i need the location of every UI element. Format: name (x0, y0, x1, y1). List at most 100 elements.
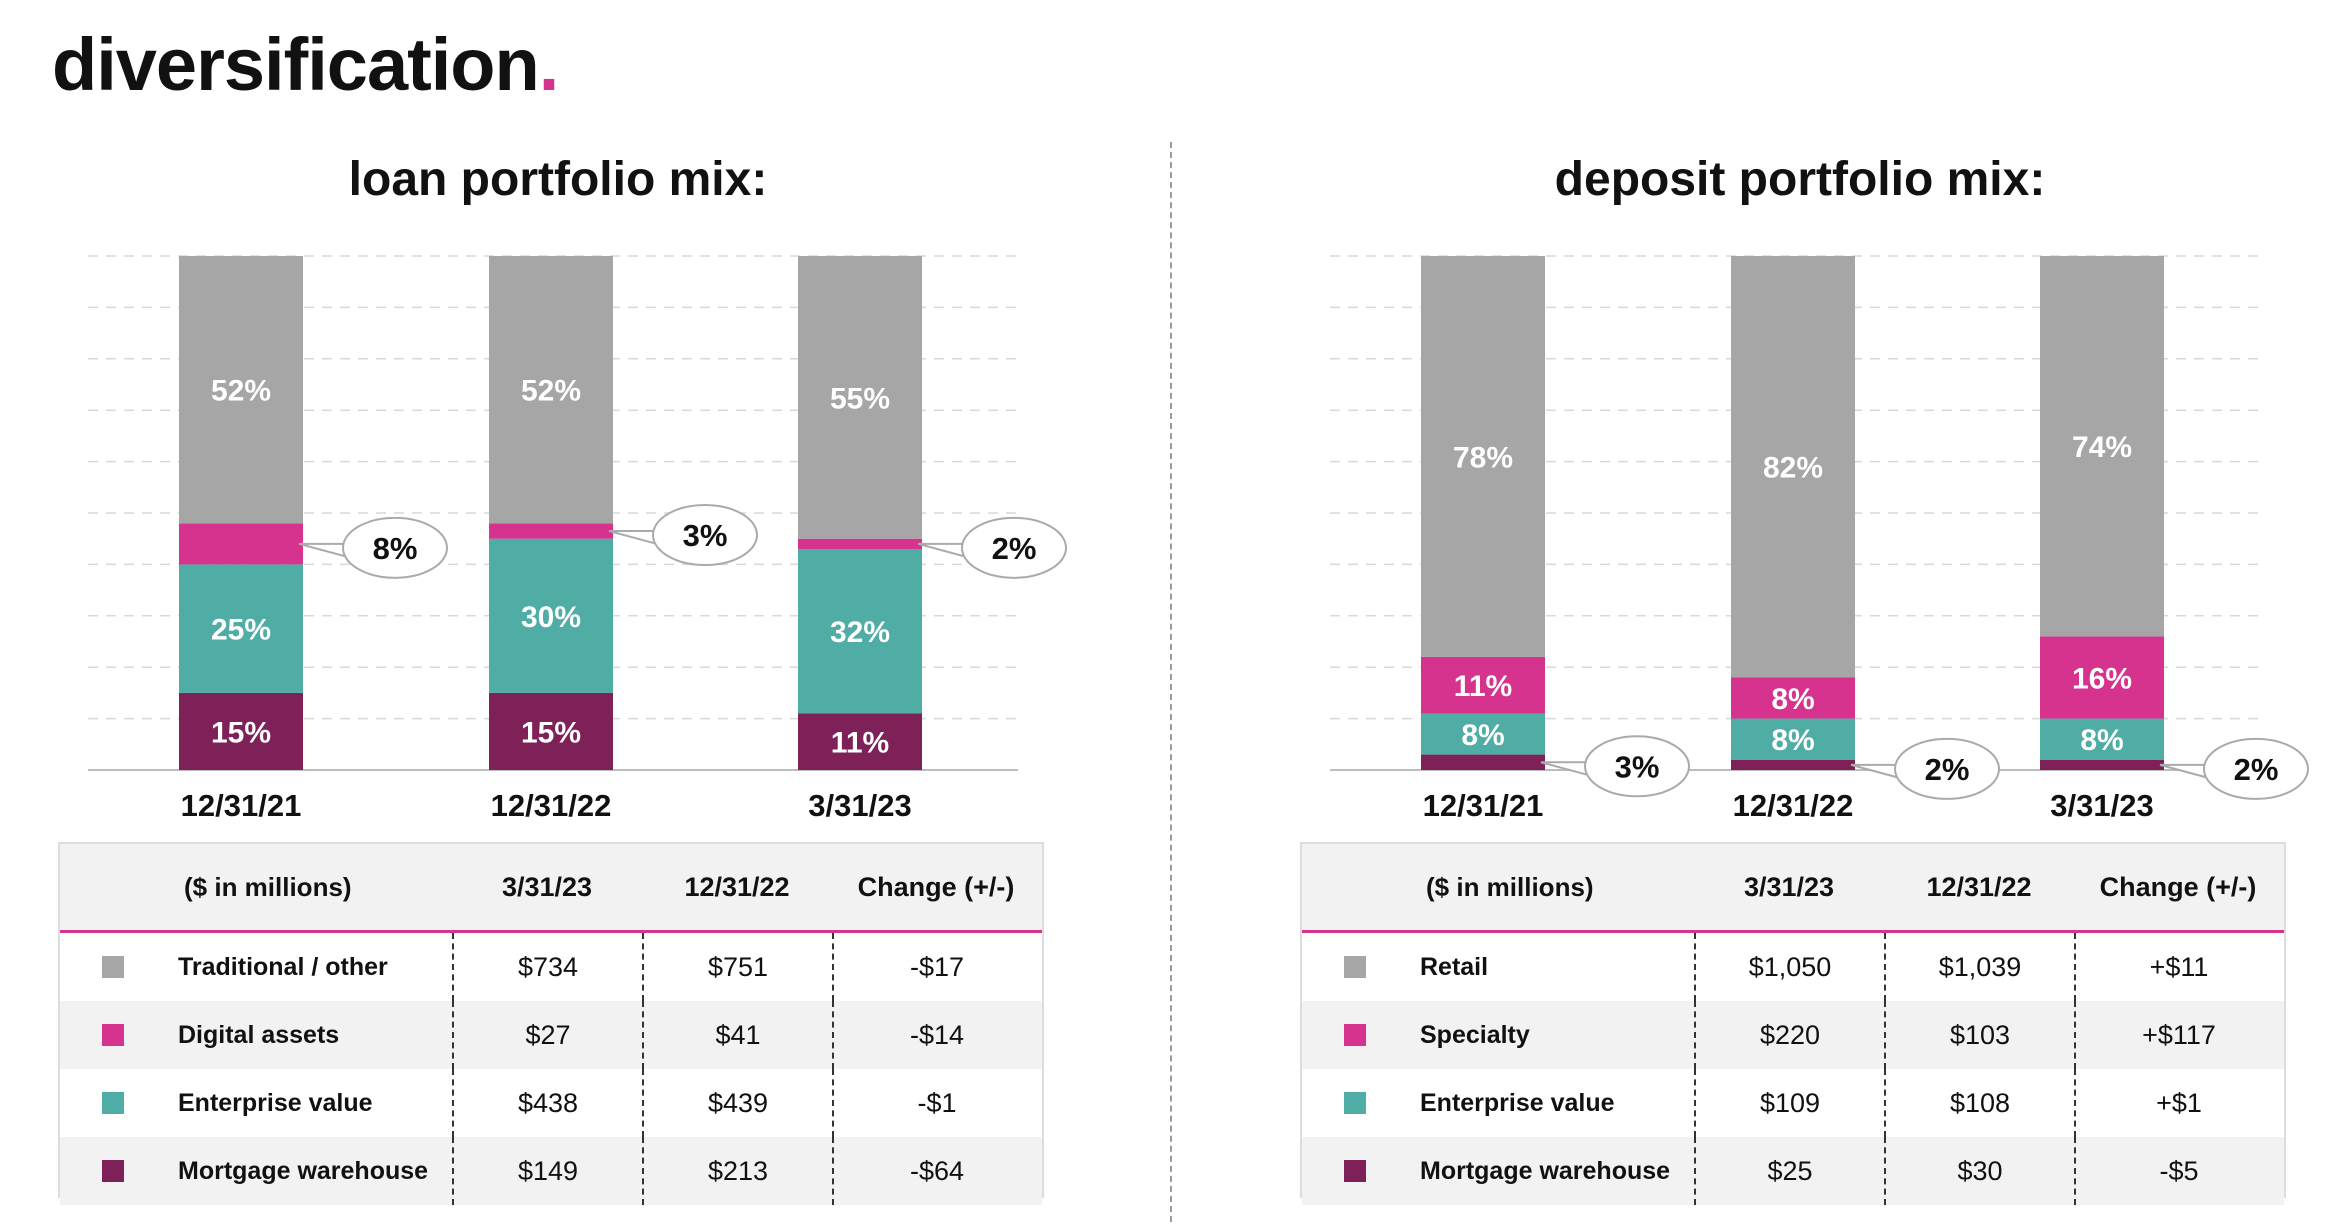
callout-data-label: 2% (1925, 752, 1970, 787)
cell-change: -$17 (832, 933, 1040, 1001)
cell-value: $734 (452, 933, 642, 1001)
callout-data-label: 2% (992, 531, 1037, 566)
data-label: 8% (1771, 683, 1814, 716)
deposit-chart-title: deposit portfolio mix: (1554, 153, 2046, 206)
data-label: 78% (1453, 441, 1513, 474)
row-label: Enterprise value (178, 1088, 373, 1117)
legend-swatch-mortgage-warehouse (1344, 1160, 1366, 1182)
row-label: Specialty (1420, 1020, 1530, 1049)
deposit-header-col2: 12/31/22 (1926, 871, 2032, 902)
cell-change: -$5 (2074, 1137, 2282, 1205)
callout-data-label: 8% (373, 531, 418, 566)
callout-data-label: 3% (1615, 749, 1660, 784)
data-label: 15% (521, 716, 581, 749)
cell-value: $439 (642, 1069, 832, 1137)
loan-header-col1: 3/31/23 (501, 871, 593, 902)
bar-segment-enterprise-value (489, 538, 613, 693)
callout-bubble (961, 516, 1067, 579)
bar-segment-digital-assets (179, 523, 303, 565)
x-tick-label: 3/31/23 (808, 788, 911, 823)
deposit-stacked-bar-chart: 3% 8% 11% 78% 12/31/21 2% 8% 8% 82% 12/31/22 2% 8% 1… (1330, 255, 2309, 823)
loan-table-header: ($ in millions) 3/31/23 12/31/22 Change … (60, 844, 1042, 933)
data-label: 8% (2080, 724, 2123, 757)
legend-swatch-enterprise-value (102, 1092, 124, 1114)
bar-segment-digital-assets (489, 523, 613, 539)
panel-divider (1170, 142, 1172, 1222)
cell-value: $438 (452, 1069, 642, 1137)
cell-value: $25 (1694, 1137, 1884, 1205)
cell-value: $149 (452, 1137, 642, 1205)
table-row: Digital assets $27 $41 -$14 (60, 1001, 1042, 1069)
bar-segment-specialty (1731, 677, 1855, 719)
bar-segment-enterprise-value (1731, 718, 1855, 760)
cell-change: +$117 (2074, 1001, 2282, 1069)
deposit-header-col3: Change (+/-) (2099, 871, 2257, 902)
cell-value: $30 (1884, 1137, 2074, 1205)
page-title: diversification. (52, 22, 560, 107)
data-label: 8% (1771, 724, 1814, 757)
data-label: 8% (1461, 719, 1504, 752)
x-tick-label: 12/31/22 (491, 788, 612, 823)
bar-segment-traditional-other (489, 256, 613, 524)
table-row: Traditional / other $734 $751 -$17 (60, 933, 1042, 1001)
data-label: 52% (521, 375, 581, 408)
cell-value: $1,039 (1884, 933, 2074, 1001)
bar-segment-enterprise-value (179, 564, 303, 693)
cell-value: $41 (642, 1001, 832, 1069)
cell-change: -$64 (832, 1137, 1040, 1205)
row-label: Enterprise value (1420, 1088, 1615, 1117)
data-label: 11% (831, 727, 889, 760)
cell-change: +$11 (2074, 933, 2282, 1001)
cell-value: $103 (1884, 1001, 2074, 1069)
table-row: Enterprise value $109 $108 +$1 (1302, 1069, 2284, 1137)
bar-segment-retail (2040, 256, 2164, 637)
callout-bubble (342, 516, 448, 579)
legend-swatch-mortgage-warehouse (102, 1160, 124, 1182)
callout-bubble (652, 503, 758, 566)
callout-bubble (1584, 735, 1690, 798)
data-label: 52% (211, 375, 271, 408)
callout-data-label: 3% (683, 518, 728, 553)
deposit-panel: deposit portfolio mix: 3% 8% 11% 78% 12/31/2… (1300, 0, 2309, 1232)
data-label: 16% (2072, 662, 2132, 695)
row-label: Retail (1420, 952, 1489, 981)
data-label: 32% (830, 616, 890, 649)
loan-table: ($ in millions) 3/31/23 12/31/22 Change … (58, 842, 1044, 1205)
cell-value: $751 (642, 933, 832, 1001)
bar-segment-traditional-other (798, 256, 922, 539)
cell-value: $1,050 (1694, 933, 1884, 1001)
deposit-header-label: ($ in millions) (1426, 871, 1594, 902)
page-title-dot: . (538, 23, 560, 106)
row-label: Digital assets (178, 1020, 340, 1049)
deposit-header-col1: 3/31/23 (1743, 871, 1835, 902)
bar-segment-mortgage-warehouse (1731, 759, 1855, 770)
callout-bubble (2203, 737, 2309, 800)
bar-segment-digital-assets (798, 538, 922, 549)
cell-value: $213 (642, 1137, 832, 1205)
loan-header-col3: Change (+/-) (857, 871, 1015, 902)
page-title-text: diversification (52, 23, 540, 106)
data-label: 74% (2072, 431, 2132, 464)
deposit-table-header: ($ in millions) 3/31/23 12/31/22 Change … (1302, 844, 2284, 933)
cell-value: $27 (452, 1001, 642, 1069)
callout-data-label: 2% (2234, 752, 2279, 787)
cell-change: -$14 (832, 1001, 1040, 1069)
bar-segment-retail (1421, 256, 1545, 657)
bar-segment-specialty (2040, 636, 2164, 719)
legend-swatch-enterprise-value (1344, 1092, 1366, 1114)
cell-change: -$1 (832, 1069, 1040, 1137)
legend-swatch-traditional (102, 956, 124, 978)
legend-swatch-specialty (1344, 1024, 1366, 1046)
bar-segment-specialty (1421, 656, 1545, 714)
table-row: Specialty $220 $103 +$117 (1302, 1001, 2284, 1069)
data-label: 25% (211, 614, 271, 647)
bar-segment-enterprise-value (1421, 713, 1545, 755)
x-tick-label: 12/31/22 (1733, 788, 1854, 823)
data-label: 30% (521, 601, 581, 634)
cell-value: $220 (1694, 1001, 1884, 1069)
x-tick-label: 12/31/21 (181, 788, 302, 823)
x-tick-label: 3/31/23 (2050, 788, 2153, 823)
bar-segment-mortgage-warehouse (2040, 759, 2164, 770)
data-label: 55% (830, 382, 890, 415)
bar-segment-traditional-other (179, 256, 303, 524)
